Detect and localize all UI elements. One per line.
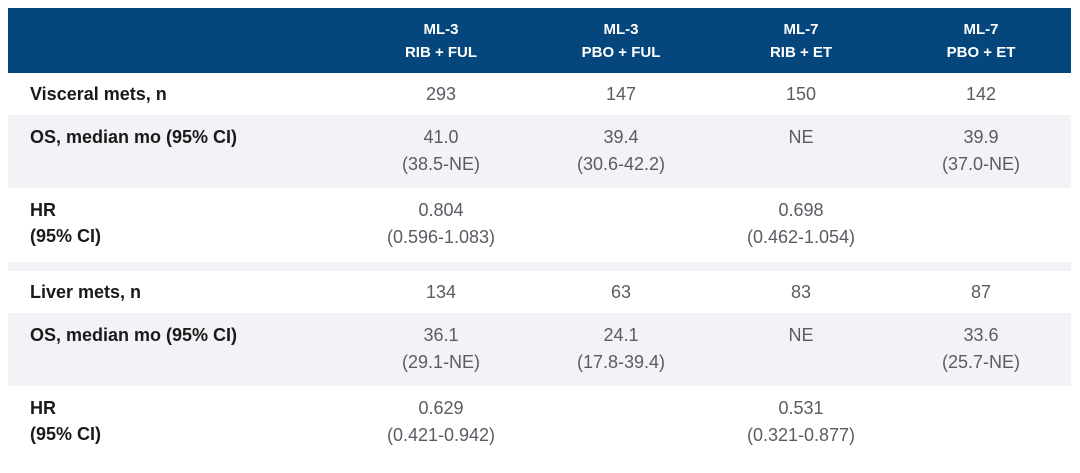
header-row: ML-3 RIB + FUL ML-3 PBO + FUL ML-7 RIB +… — [8, 8, 1071, 73]
value-text: 134 — [425, 281, 457, 302]
value-cell-empty — [531, 386, 711, 460]
row-visceral-n: Visceral mets, n 293 147 150 142 — [8, 73, 1071, 115]
value-cell: NE — [711, 313, 891, 386]
value-text: NE — [788, 127, 814, 147]
row-label: OS, median mo (95% CI) — [8, 115, 351, 188]
trial-name: ML-3 — [603, 20, 639, 38]
ci-text: (0.321-0.877) — [746, 425, 856, 445]
trial-name: ML-7 — [783, 20, 819, 38]
value-cell: NE — [711, 115, 891, 188]
row-label-text: HR — [30, 200, 56, 220]
row-label: OS, median mo (95% CI) — [8, 313, 351, 386]
value-cell: 33.6 (25.7-NE) — [891, 313, 1071, 386]
value-cell: 39.4 (30.6-42.2) — [531, 115, 711, 188]
ci-text: (30.6-42.2) — [576, 154, 666, 174]
value-cell: 83 — [711, 271, 891, 313]
value-cell: 150 — [711, 73, 891, 115]
row-liver-os: OS, median mo (95% CI) 36.1 (29.1-NE) 24… — [8, 313, 1071, 386]
trial-name: ML-7 — [963, 20, 999, 38]
header-col-ml7-rib-et: ML-7 RIB + ET — [711, 8, 891, 73]
value-cell: 142 — [891, 73, 1071, 115]
value-cell: 134 — [351, 271, 531, 313]
os-subgroup-results-table: ML-3 RIB + FUL ML-3 PBO + FUL ML-7 RIB +… — [8, 8, 1071, 460]
row-label-text: OS, median mo (95% CI) — [30, 127, 238, 147]
header-col-ml3-pbo-ful: ML-3 PBO + FUL — [531, 8, 711, 73]
value-text: 87 — [970, 281, 992, 302]
row-label-text: Liver mets, n — [30, 282, 142, 302]
table-header: ML-3 RIB + FUL ML-3 PBO + FUL ML-7 RIB +… — [8, 8, 1071, 73]
row-label: Visceral mets, n — [8, 73, 351, 115]
value-text: 36.1 — [423, 325, 459, 345]
row-label-text: Visceral mets, n — [30, 84, 167, 104]
row-liver-n: Liver mets, n 134 63 83 87 — [8, 271, 1071, 313]
hr-value-text: 0.629 — [418, 398, 464, 418]
value-cell: 39.9 (37.0-NE) — [891, 115, 1071, 188]
value-cell-empty — [531, 188, 711, 262]
hr-value-text: 0.531 — [778, 398, 824, 418]
value-text: NE — [788, 325, 814, 345]
row-liver-hr: HR (95% CI) 0.629 (0.421-0.942) 0.531 (0… — [8, 386, 1071, 460]
value-text: 41.0 — [423, 127, 459, 147]
ci-text: (37.0-NE) — [941, 154, 1021, 174]
value-cell: 0.531 (0.321-0.877) — [711, 386, 891, 460]
arm-name: RIB + FUL — [404, 43, 478, 61]
ci-text: (29.1-NE) — [401, 352, 481, 372]
divider-band — [8, 262, 1071, 271]
arm-name: RIB + ET — [769, 43, 833, 61]
ci-text: (0.596-1.083) — [386, 227, 496, 247]
hr-value-text: 0.804 — [418, 200, 464, 220]
row-label-text: (95% CI) — [30, 424, 102, 444]
row-label: HR (95% CI) — [8, 386, 351, 460]
arm-name: PBO + FUL — [581, 43, 661, 61]
value-cell: 0.804 (0.596-1.083) — [351, 188, 531, 262]
ci-text: (17.8-39.4) — [576, 352, 666, 372]
header-label-cell — [8, 8, 351, 73]
value-text: 83 — [790, 281, 812, 302]
ci-text: (25.7-NE) — [941, 352, 1021, 372]
row-label-text: OS, median mo (95% CI) — [30, 325, 238, 345]
section-divider — [8, 262, 1071, 271]
value-cell: 36.1 (29.1-NE) — [351, 313, 531, 386]
value-text: 142 — [965, 83, 997, 104]
ci-text: (0.462-1.054) — [746, 227, 856, 247]
value-cell: 293 — [351, 73, 531, 115]
trial-name: ML-3 — [423, 20, 459, 38]
value-cell-empty — [891, 386, 1071, 460]
value-cell-empty — [891, 188, 1071, 262]
row-label: HR (95% CI) — [8, 188, 351, 262]
hr-value-text: 0.698 — [778, 200, 824, 220]
value-cell: 41.0 (38.5-NE) — [351, 115, 531, 188]
value-cell: 63 — [531, 271, 711, 313]
value-text: 24.1 — [603, 325, 639, 345]
value-text: 39.4 — [603, 127, 639, 147]
value-cell: 0.629 (0.421-0.942) — [351, 386, 531, 460]
row-visceral-os: OS, median mo (95% CI) 41.0 (38.5-NE) 39… — [8, 115, 1071, 188]
ci-text: (38.5-NE) — [401, 154, 481, 174]
value-cell: 0.698 (0.462-1.054) — [711, 188, 891, 262]
value-text: 147 — [605, 83, 637, 104]
value-text: 150 — [785, 83, 817, 104]
ci-text: (0.421-0.942) — [386, 425, 496, 445]
value-text: 293 — [425, 83, 457, 104]
value-cell: 147 — [531, 73, 711, 115]
value-cell: 24.1 (17.8-39.4) — [531, 313, 711, 386]
value-cell: 87 — [891, 271, 1071, 313]
row-label: Liver mets, n — [8, 271, 351, 313]
header-col-ml7-pbo-et: ML-7 PBO + ET — [891, 8, 1071, 73]
row-visceral-hr: HR (95% CI) 0.804 (0.596-1.083) 0.698 (0… — [8, 188, 1071, 262]
row-label-text: (95% CI) — [30, 226, 102, 246]
table-body: Visceral mets, n 293 147 150 142 OS, med… — [8, 73, 1071, 460]
row-label-text: HR — [30, 398, 56, 418]
value-text: 33.6 — [963, 325, 999, 345]
arm-name: PBO + ET — [946, 43, 1016, 61]
header-col-ml3-rib-ful: ML-3 RIB + FUL — [351, 8, 531, 73]
value-text: 63 — [610, 281, 632, 302]
value-text: 39.9 — [963, 127, 999, 147]
slide: ML-3 RIB + FUL ML-3 PBO + FUL ML-7 RIB +… — [8, 8, 1071, 460]
